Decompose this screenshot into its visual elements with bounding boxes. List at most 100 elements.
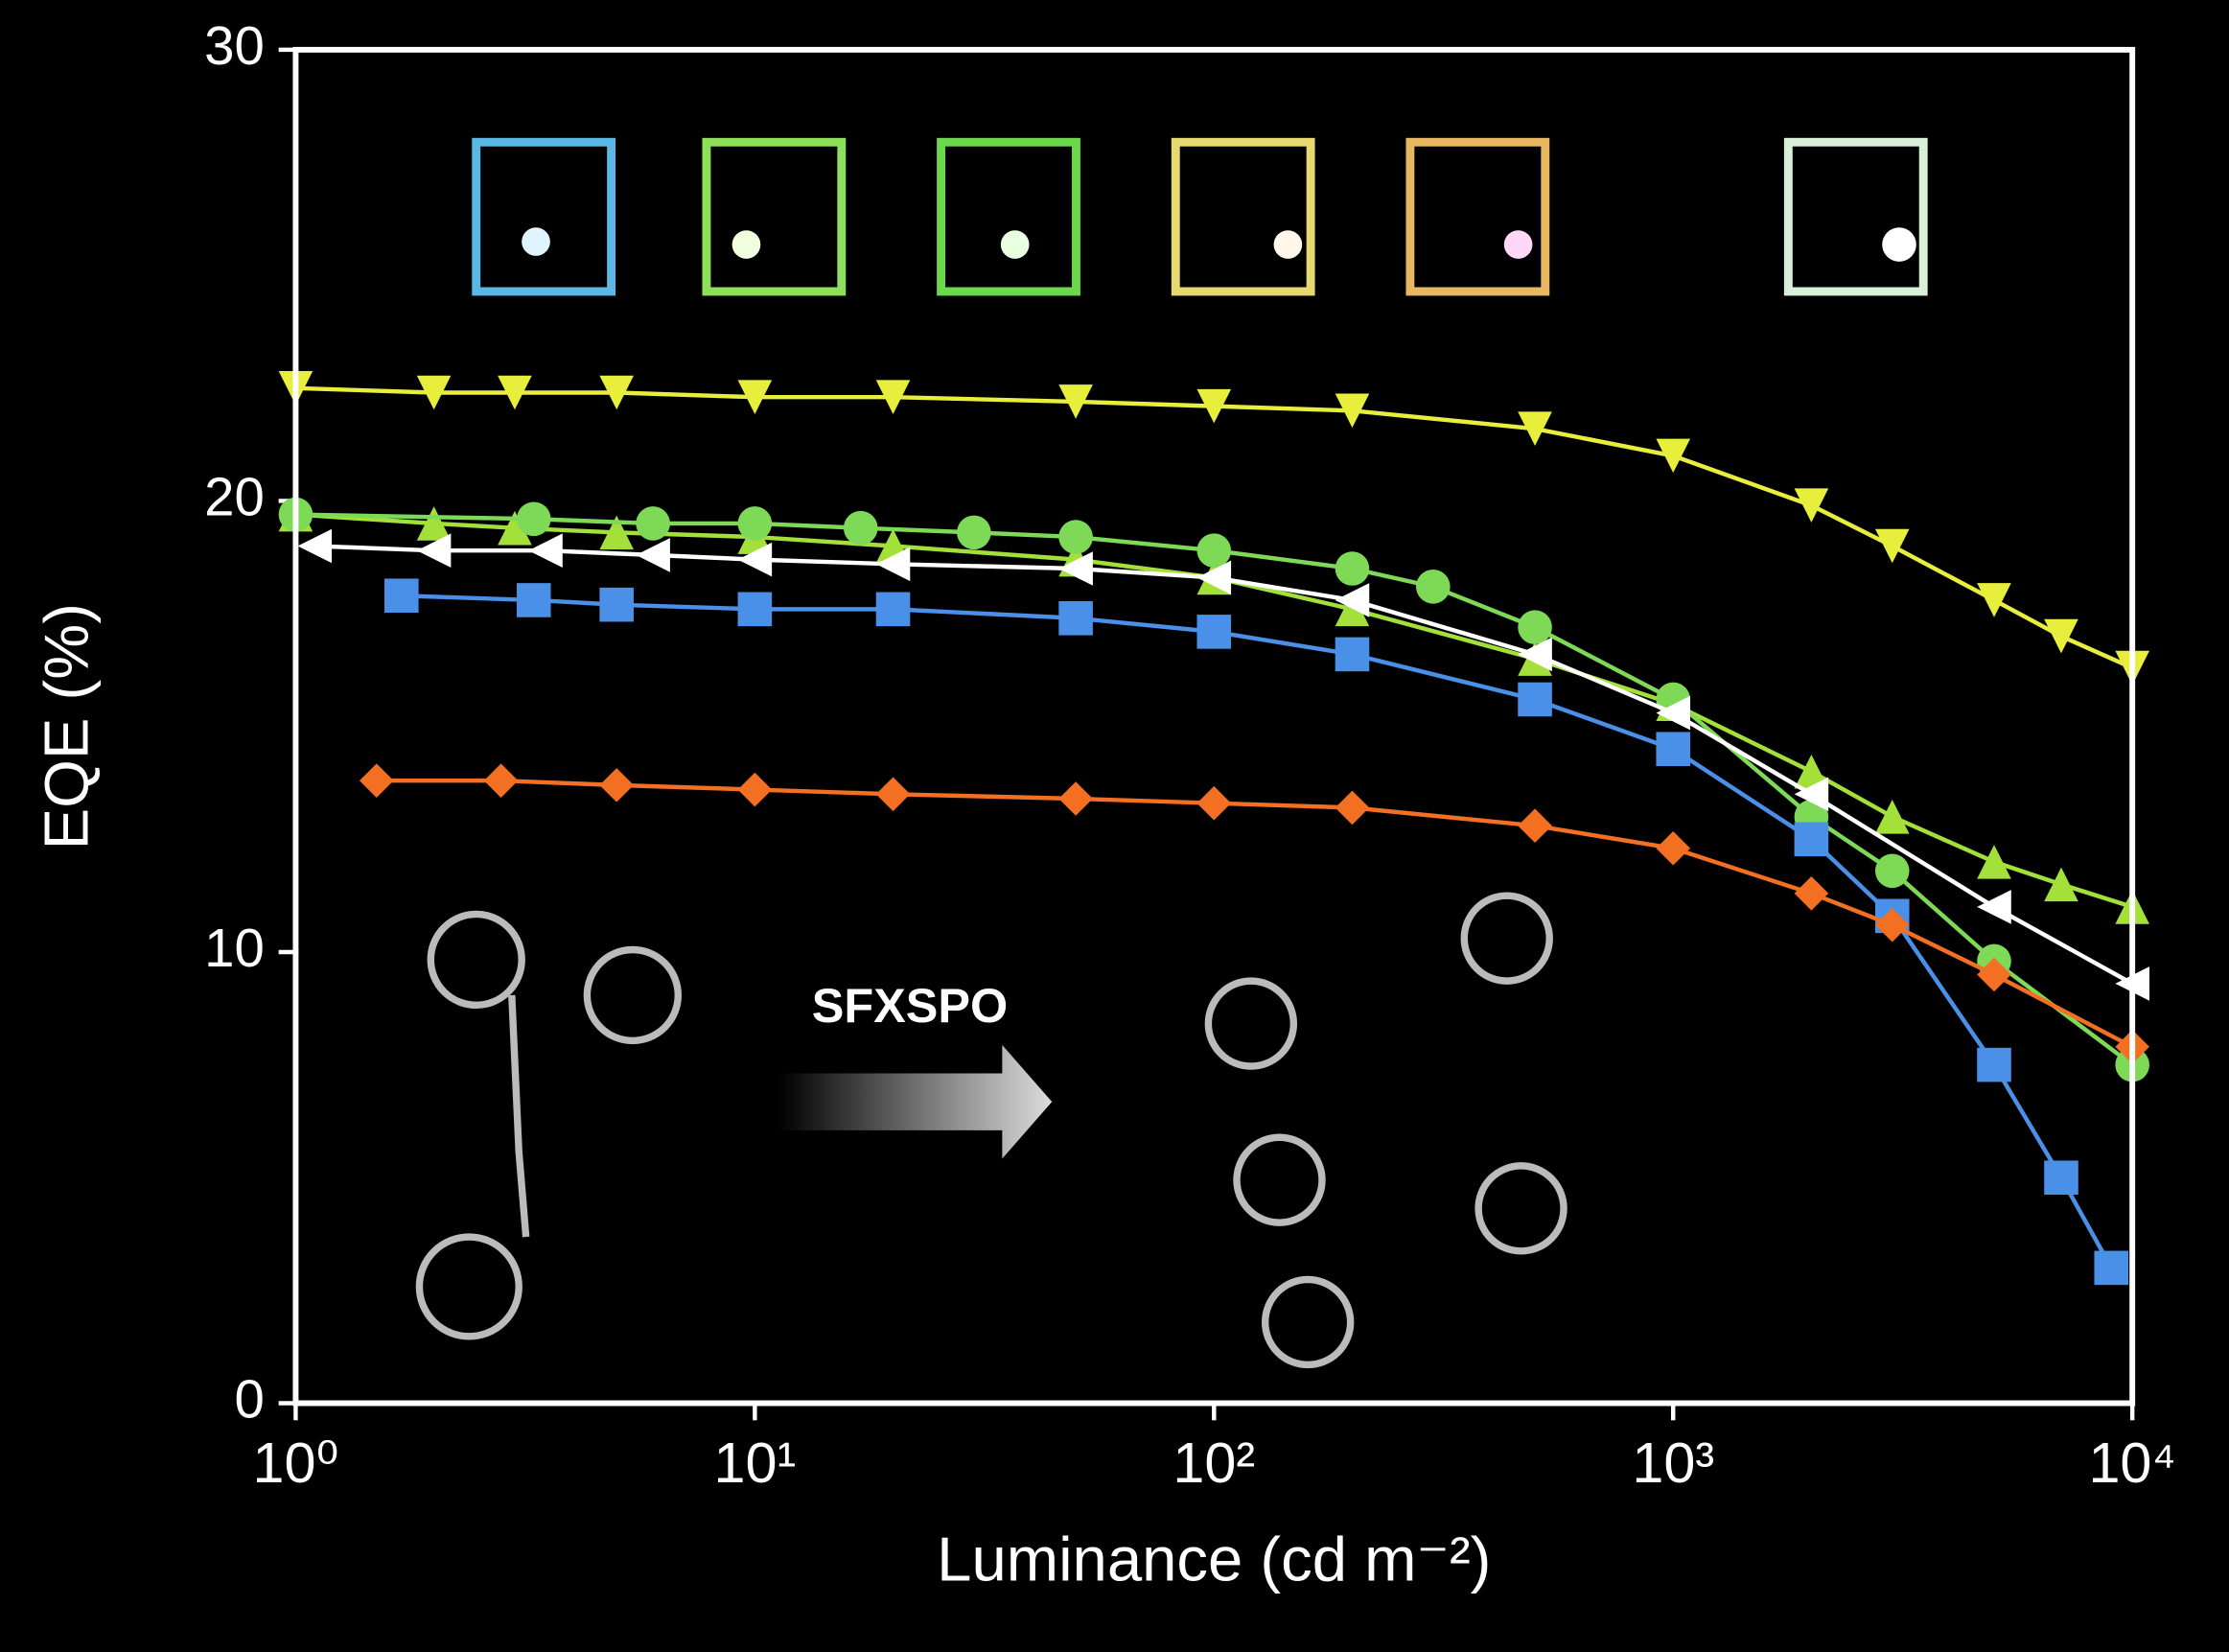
x-tick-label: 10² [1173,1431,1255,1495]
point [416,506,452,541]
point [599,375,634,410]
point [1794,822,1829,857]
point [2044,1160,2078,1196]
device-photos [472,137,1928,296]
point [498,510,532,546]
y-tick-label: 10 [204,918,265,978]
point [516,501,551,537]
point [875,592,911,627]
point [875,380,911,415]
point [843,510,878,546]
series-line [295,385,2134,670]
photo [1000,230,1030,259]
series-line [314,544,2134,986]
point [1977,890,2011,924]
point [957,515,991,550]
series [295,385,2134,670]
point [528,533,563,568]
point [1335,637,1370,672]
point [1518,610,1552,644]
point [1058,551,1093,586]
point [1518,637,1552,672]
point [1335,592,1370,627]
series [295,512,2133,910]
arrow [778,1044,1053,1159]
point [1874,800,1910,834]
point [1058,600,1093,636]
point [1058,781,1093,816]
point [1977,1047,2011,1082]
point [875,777,911,812]
series [376,778,2134,1049]
point [1335,551,1370,586]
point [383,578,419,614]
photo [472,137,616,296]
point [1335,790,1370,826]
point [599,587,634,622]
point [2044,618,2078,654]
series-line [295,512,2133,910]
photo [731,230,761,259]
point [636,506,670,541]
point [875,547,911,582]
point [1518,682,1552,717]
point [1977,845,2011,879]
point [737,542,773,577]
point [1196,388,1232,424]
annotation: SFXSPO [812,978,1008,1033]
series [295,512,2134,1067]
series [314,544,2134,986]
point [1794,754,1829,789]
y-tick-label: 30 [204,15,265,76]
x-tick-label: 10⁴ [2088,1431,2175,1495]
point [737,592,773,627]
series-line [376,778,2134,1049]
point [1874,528,1910,564]
x-axis-title: Luminance (cd m⁻²) [937,1524,1491,1594]
point [1794,777,1829,812]
plot-frame [292,46,2136,1407]
photo [1405,137,1550,296]
point [297,528,333,564]
point [1518,808,1552,844]
x-tick-label: 10⁰ [253,1431,339,1495]
point [737,380,773,415]
point [737,506,773,541]
point [1874,907,1910,942]
point [1656,438,1691,474]
molecule [415,892,1567,1369]
point [1196,533,1232,568]
point [636,538,670,572]
photo [1882,227,1916,262]
point [1656,695,1691,731]
point [1977,957,2011,992]
point [416,533,452,568]
photo [702,137,847,296]
point [1656,732,1691,767]
series-line [295,512,2134,1067]
photo [522,227,550,256]
photo [1171,137,1315,296]
point [599,515,634,550]
point [1794,876,1829,911]
point [1196,560,1232,595]
photo [1273,230,1303,259]
x-tick-label: 10³ [1632,1431,1714,1495]
point [1874,853,1910,889]
point [737,772,773,807]
point [1335,583,1370,617]
point [1416,570,1451,604]
point [1196,785,1232,821]
point [2094,1250,2129,1286]
point [1518,411,1552,446]
point [1794,488,1829,523]
point [1977,583,2011,617]
point [1196,615,1232,649]
point [516,583,551,617]
y-tick-label: 20 [204,466,265,526]
point [359,763,394,798]
photo [1783,137,1928,296]
photo [937,137,1080,296]
